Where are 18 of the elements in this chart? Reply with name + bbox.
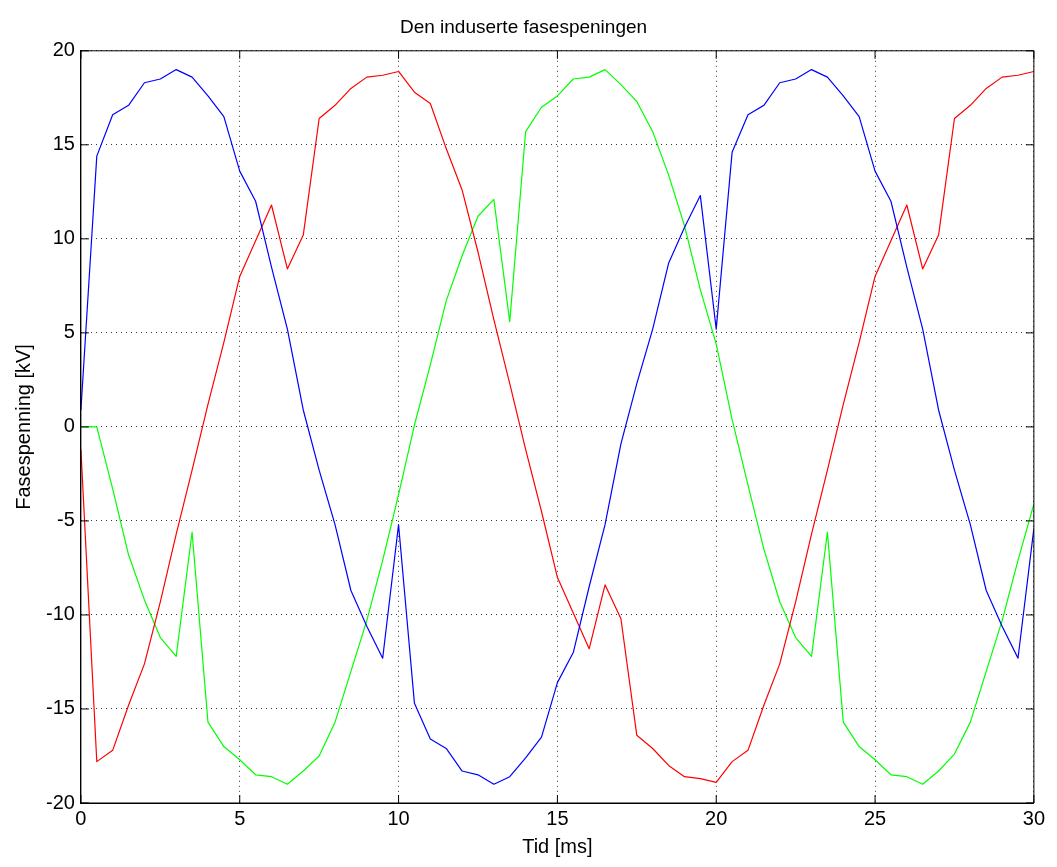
x-axis-title: Tid [ms] bbox=[522, 834, 593, 857]
x-tick-label: 30 bbox=[1022, 806, 1045, 829]
x-tick-label: 25 bbox=[863, 806, 887, 829]
x-tick-label: 5 bbox=[234, 806, 246, 829]
y-tick-label: -15 bbox=[46, 696, 75, 719]
y-tick-label: -10 bbox=[46, 602, 75, 625]
y-tick-label: 20 bbox=[52, 38, 75, 61]
x-tick-label: 15 bbox=[546, 806, 569, 829]
y-tick-label: 5 bbox=[63, 320, 75, 343]
x-tick-label: 20 bbox=[705, 806, 728, 829]
y-tick-label: 10 bbox=[52, 226, 75, 249]
y-tick-label: 15 bbox=[52, 132, 75, 155]
y-tick-label: -5 bbox=[57, 508, 75, 531]
chart-title: Den induserte fasespeningen bbox=[399, 15, 648, 37]
y-axis-title: Fasespenning [kV] bbox=[11, 344, 34, 510]
y-tick-label: 0 bbox=[63, 414, 75, 437]
x-tick-label: 10 bbox=[387, 806, 410, 829]
y-tick-label: -20 bbox=[46, 790, 75, 813]
